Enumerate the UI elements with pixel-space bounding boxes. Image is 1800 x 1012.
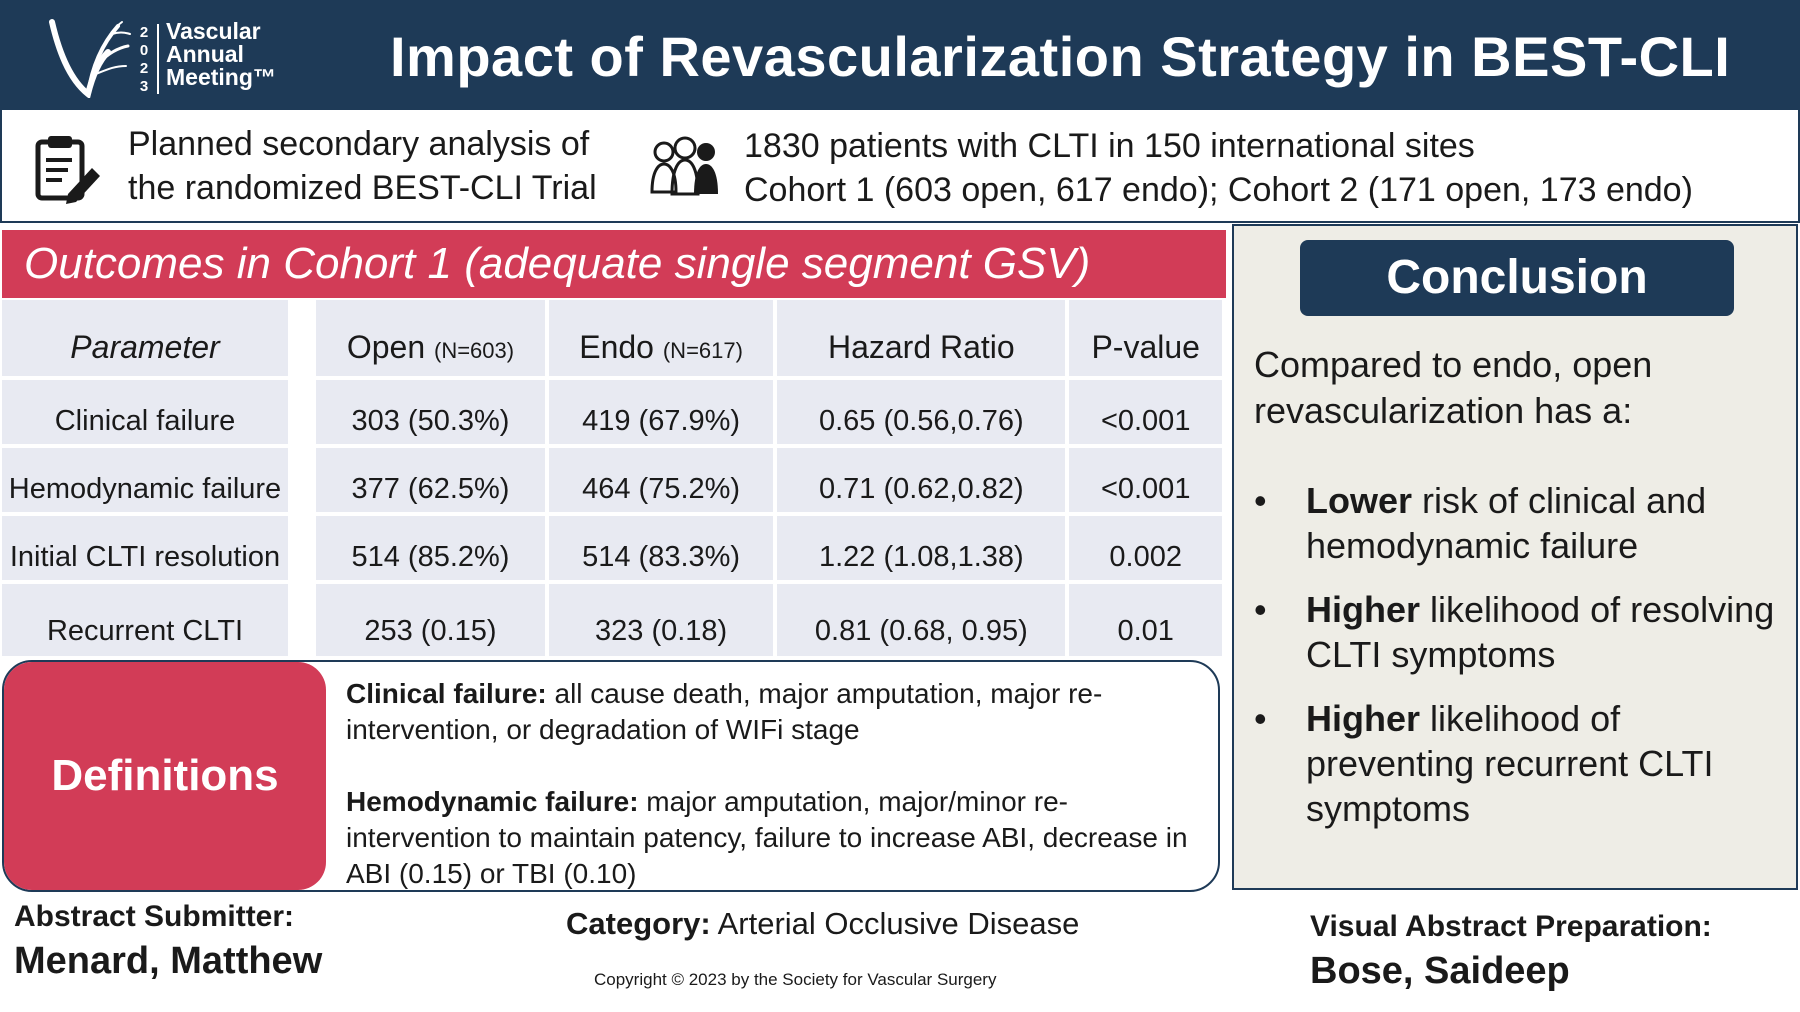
cell-endo: 419 (67.9%) (548, 380, 778, 448)
conclusion-panel: Conclusion Compared to endo, open revasc… (1232, 224, 1798, 890)
cell-open: 377 (62.5%) (316, 448, 549, 516)
cell-open: 514 (85.2%) (316, 516, 549, 584)
study-design-text: Planned secondary analysis of the random… (128, 125, 597, 207)
header-banner: 2 0 2 3 Vascular Annual Meeting™ Impact … (0, 0, 1800, 110)
definition-description: major amputation, major/minor re-interve… (346, 786, 1188, 889)
table-row: Clinical failure 303 (50.3%) 419 (67.9%)… (2, 380, 1226, 448)
definition-item: Clinical failure: all cause death, major… (346, 676, 1206, 748)
category-value: Arterial Occlusive Disease (710, 906, 1080, 941)
cell-endo: 514 (83.3%) (548, 516, 778, 584)
people-group-icon (650, 136, 718, 196)
cell-p-value: <0.001 (1069, 448, 1226, 516)
cell-p-value: 0.01 (1069, 584, 1226, 656)
category-label: Category: (566, 906, 711, 941)
table-row: Recurrent CLTI 253 (0.15) 323 (0.18) 0.8… (2, 584, 1226, 656)
cell-parameter: Clinical failure (2, 380, 316, 448)
clipboard-pencil-icon (35, 136, 100, 204)
cell-hazard-ratio: 0.65 (0.56,0.76) (777, 380, 1070, 448)
submitter-name: Menard, Matthew (14, 940, 323, 982)
vascular-logo-icon (49, 19, 131, 98)
table-row: Initial CLTI resolution 514 (85.2%) 514 … (2, 516, 1226, 584)
cell-hazard-ratio: 0.71 (0.62,0.82) (777, 448, 1070, 516)
conclusion-list: • Lower risk of clinical and hemodynamic … (1254, 478, 1784, 850)
definitions-text: Clinical failure: all cause death, major… (346, 676, 1206, 928)
cell-parameter: Initial CLTI resolution (2, 516, 316, 584)
cell-open: 303 (50.3%) (316, 380, 549, 448)
copyright-notice: Copyright © 2023 by the Society for Vasc… (594, 970, 997, 989)
cell-parameter: Recurrent CLTI (2, 584, 316, 656)
study-info-row: Planned secondary analysis of the random… (0, 110, 1800, 223)
cell-hazard-ratio: 1.22 (1.08,1.38) (777, 516, 1070, 584)
conclusion-bullet: • Lower risk of clinical and hemodynamic … (1254, 480, 1707, 566)
conclusion-title: Conclusion (1300, 240, 1734, 316)
submitter-label: Abstract Submitter: (14, 900, 295, 933)
definition-item: Hemodynamic failure: major amputation, m… (346, 784, 1206, 892)
definitions-label: Definitions (4, 662, 326, 890)
logo-year: 2 0 2 3 (139, 24, 149, 95)
cell-hazard-ratio: 0.81 (0.68, 0.95) (777, 584, 1070, 656)
logo-divider (157, 24, 159, 94)
cohort-info-text: 1830 patients with CLTI in 150 internati… (744, 127, 1693, 209)
definition-description: all cause death, major amputation, major… (346, 678, 1103, 745)
page-title: Impact of Revascularization Strategy in … (390, 25, 1731, 88)
definitions-box: Definitions Clinical failure: all cause … (2, 660, 1220, 892)
header-hazard-ratio: Hazard Ratio (777, 300, 1070, 380)
cell-p-value: <0.001 (1069, 380, 1226, 448)
preparer-label: Visual Abstract Preparation: (1310, 910, 1712, 943)
bullet-icon: • (1254, 589, 1267, 630)
outcomes-table: Parameter Open (N=603) Endo (N=617) Haza… (2, 300, 1226, 656)
logo-wordmark: Vascular Annual Meeting™ (166, 18, 276, 90)
conclusion-bullet: • Higher likelihood of preventing recurre… (1254, 698, 1714, 829)
header-endo: Endo (N=617) (548, 300, 778, 380)
category: Category: Arterial Occlusive Disease (566, 906, 1079, 942)
bullet-icon: • (1254, 480, 1267, 521)
header-open: Open (N=603) (316, 300, 549, 380)
definition-term: Clinical failure: (346, 678, 547, 709)
conclusion-bullet: • Higher likelihood of resolving CLTI sym… (1254, 589, 1775, 675)
cell-open: 253 (0.15) (316, 584, 549, 656)
outcomes-title: Outcomes in Cohort 1 (adequate single se… (2, 230, 1226, 298)
definition-term: Hemodynamic failure: (346, 786, 639, 817)
table-header-row: Parameter Open (N=603) Endo (N=617) Haza… (2, 300, 1226, 380)
table-row: Hemodynamic failure 377 (62.5%) 464 (75.… (2, 448, 1226, 516)
cell-parameter: Hemodynamic failure (2, 448, 316, 516)
cell-endo: 323 (0.18) (548, 584, 778, 656)
header-parameter: Parameter (2, 300, 316, 380)
preparer-name: Bose, Saideep (1310, 950, 1570, 992)
cell-endo: 464 (75.2%) (548, 448, 778, 516)
conclusion-intro: Compared to endo, open revascularization… (1254, 344, 1653, 431)
header-p-value: P-value (1069, 300, 1226, 380)
bullet-icon: • (1254, 698, 1267, 739)
cell-p-value: 0.002 (1069, 516, 1226, 584)
